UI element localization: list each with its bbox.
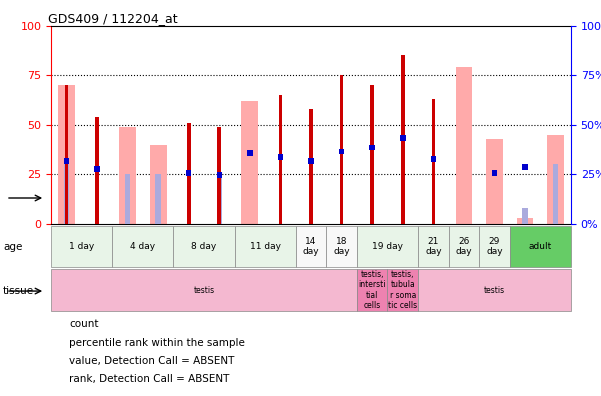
Bar	[339, 148, 344, 154]
Text: rank, Detection Call = ABSENT: rank, Detection Call = ABSENT	[69, 374, 230, 384]
FancyBboxPatch shape	[418, 226, 448, 267]
FancyBboxPatch shape	[510, 226, 571, 267]
Text: testis,
intersti
tial
cells: testis, intersti tial cells	[358, 270, 386, 310]
FancyBboxPatch shape	[357, 226, 418, 267]
Text: 4 day: 4 day	[130, 242, 156, 251]
Bar	[370, 145, 375, 150]
Bar	[218, 127, 221, 224]
Bar	[187, 123, 191, 224]
FancyBboxPatch shape	[479, 226, 510, 267]
Bar	[119, 127, 136, 224]
Bar	[186, 170, 192, 176]
Text: count: count	[69, 319, 99, 329]
FancyBboxPatch shape	[234, 226, 296, 267]
Bar	[486, 139, 503, 224]
Bar	[492, 170, 497, 176]
Text: adult: adult	[529, 242, 552, 251]
Text: 21
day: 21 day	[425, 237, 442, 256]
FancyBboxPatch shape	[418, 269, 571, 311]
Text: testis: testis	[194, 286, 215, 295]
Bar	[216, 172, 222, 224]
FancyBboxPatch shape	[112, 226, 174, 267]
FancyBboxPatch shape	[326, 226, 357, 267]
Bar	[247, 150, 252, 156]
Bar	[400, 135, 406, 141]
Bar	[278, 154, 283, 160]
Text: 26
day: 26 day	[456, 237, 472, 256]
Bar	[64, 158, 69, 224]
Text: GDS409 / 112204_at: GDS409 / 112204_at	[49, 11, 178, 25]
Bar	[279, 95, 282, 224]
Bar	[95, 117, 99, 224]
Bar	[522, 164, 528, 170]
Text: 11 day: 11 day	[249, 242, 281, 251]
Bar	[309, 109, 313, 224]
Text: 14
day: 14 day	[303, 237, 319, 256]
Bar	[430, 156, 436, 162]
Bar	[156, 174, 161, 224]
FancyBboxPatch shape	[296, 226, 326, 267]
Text: tissue: tissue	[3, 286, 34, 296]
Bar	[340, 75, 343, 224]
Bar	[94, 166, 100, 172]
Bar	[401, 55, 404, 224]
Text: 29
day: 29 day	[486, 237, 503, 256]
Bar	[432, 99, 435, 224]
Bar	[553, 164, 558, 224]
FancyBboxPatch shape	[388, 269, 418, 311]
Bar	[216, 172, 222, 178]
Bar	[58, 85, 75, 224]
Bar	[242, 101, 258, 224]
FancyBboxPatch shape	[51, 226, 112, 267]
Text: value, Detection Call = ABSENT: value, Detection Call = ABSENT	[69, 356, 234, 366]
Text: percentile rank within the sample: percentile rank within the sample	[69, 337, 245, 348]
Text: age: age	[3, 242, 22, 253]
FancyBboxPatch shape	[174, 226, 234, 267]
Bar	[370, 85, 374, 224]
FancyBboxPatch shape	[51, 269, 357, 311]
Bar	[150, 145, 166, 224]
Text: 1 day: 1 day	[69, 242, 94, 251]
FancyBboxPatch shape	[357, 269, 388, 311]
Text: 19 day: 19 day	[372, 242, 403, 251]
Bar	[125, 174, 130, 224]
FancyBboxPatch shape	[448, 226, 479, 267]
Bar	[64, 158, 69, 164]
Bar	[64, 85, 68, 224]
Bar	[548, 135, 564, 224]
Bar	[522, 208, 528, 224]
Bar	[456, 67, 472, 224]
Text: testis: testis	[484, 286, 505, 295]
Bar	[308, 158, 314, 164]
Bar	[517, 218, 534, 224]
Text: 18
day: 18 day	[334, 237, 350, 256]
Text: testis,
tubula
r soma
tic cells: testis, tubula r soma tic cells	[388, 270, 417, 310]
Text: 8 day: 8 day	[191, 242, 216, 251]
